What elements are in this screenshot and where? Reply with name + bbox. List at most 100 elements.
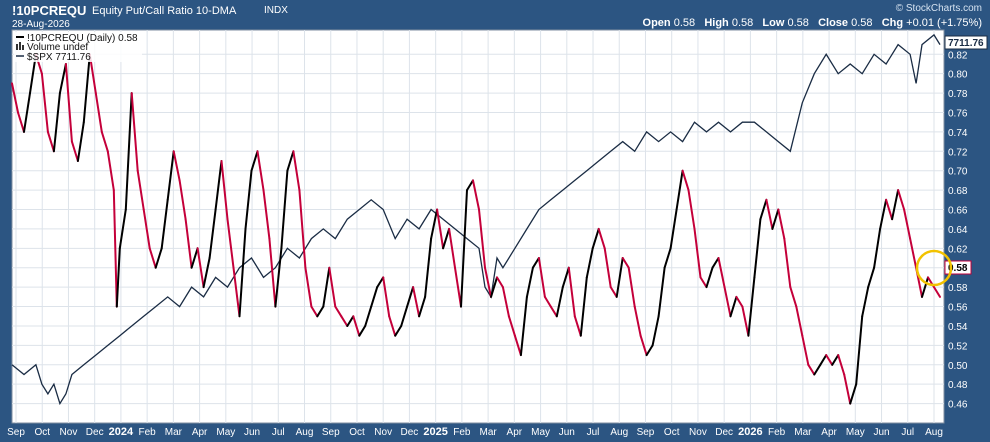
ratio-segment [513, 334, 522, 357]
ratio-segment [543, 295, 552, 308]
ratio-segment [100, 130, 109, 153]
ratio-segment [346, 315, 355, 327]
ratio-segment [627, 266, 636, 308]
y-tick-label: 0.66 [948, 206, 968, 217]
ratio-segment [472, 179, 480, 211]
ratio-segment [220, 160, 229, 221]
ratio-segment [166, 150, 175, 201]
ohlc-low-label: Low [762, 17, 785, 29]
ratio-segment [64, 63, 73, 143]
ratio-segment [244, 169, 253, 230]
ratio-segment [633, 305, 642, 337]
ratio-segment [274, 247, 283, 308]
x-tick-label: May [846, 427, 865, 438]
y-tick-label: 0.78 [948, 89, 968, 100]
ratio-segment [771, 208, 780, 230]
ratio-segment [675, 169, 684, 211]
ratio-segment [286, 150, 295, 172]
ratio-segment [496, 276, 504, 289]
ratio-segment [460, 189, 468, 308]
ratio-segment [525, 266, 534, 298]
ratio-segment [801, 334, 810, 366]
ratio-segment [705, 266, 714, 289]
y-tick-label: 0.64 [948, 225, 968, 236]
ratio-segment [268, 237, 277, 308]
ratio-segment [711, 257, 720, 269]
x-tick-label: Dec [401, 427, 419, 438]
ratio-segment [214, 160, 223, 211]
last-value-tag-ratio: 0.58 [944, 260, 972, 275]
ratio-segment [699, 276, 708, 289]
ratio-segment [406, 286, 415, 308]
ratio-segment [573, 315, 582, 337]
ratio-segment [70, 140, 79, 162]
ratio-segment [831, 354, 840, 366]
ratio-segment [358, 325, 367, 337]
y-tick-label: 0.52 [948, 341, 968, 352]
ratio-segment [418, 295, 427, 318]
ratio-segment [855, 315, 864, 386]
chart-exchange: INDX [264, 5, 288, 16]
ratio-segment [58, 63, 67, 95]
ratio-segment [861, 286, 870, 318]
ratio-segment [430, 208, 439, 240]
ratio-segment [424, 237, 433, 298]
x-tick-label: 2026 [738, 426, 762, 438]
y-tick-label: 0.76 [948, 108, 968, 119]
ratio-segment [825, 354, 834, 366]
ratio-segment [172, 150, 181, 182]
ratio-segment [681, 169, 690, 192]
y-tick-label: 0.82 [948, 50, 968, 61]
ohlc-open-value: 0.58 [673, 17, 696, 29]
volume-bars-icon [16, 42, 24, 50]
x-tick-label: Sep [322, 427, 340, 438]
ratio-segment [615, 257, 624, 298]
ratio-segment [298, 189, 307, 269]
ratio-segment [208, 208, 217, 259]
ratio-segment [639, 334, 648, 357]
ratio-segment [873, 227, 882, 269]
ratio-segment [448, 227, 456, 269]
ratio-segment [729, 295, 738, 318]
ratio-segment [322, 266, 331, 308]
ratio-segment [250, 150, 259, 172]
ratio-segment [124, 92, 133, 211]
ratio-segment [154, 247, 163, 269]
ratio-segment [579, 276, 588, 337]
ratio-segment [843, 373, 852, 405]
ratio-segment [909, 237, 918, 269]
ratio-segment [885, 198, 894, 221]
y-axis-labels: 0.460.480.500.520.540.560.580.600.620.64… [948, 50, 968, 410]
ratio-segment [388, 315, 397, 337]
last-value-tag-spx: 7711.76 [944, 35, 988, 50]
ratio-segment [82, 53, 91, 124]
ohlc-low-value: 0.58 [787, 17, 809, 29]
ratio-segment [777, 208, 786, 240]
legend-box [14, 32, 142, 62]
ratio-segment [807, 363, 816, 376]
ratio-segment [819, 354, 828, 366]
ratio-segment [921, 276, 929, 298]
ratio-segment [555, 286, 564, 318]
x-tick-label: Feb [139, 427, 157, 438]
x-tick-label: Jun [873, 427, 889, 438]
ratio-segment [813, 363, 822, 376]
ohlc-high-label: High [704, 17, 729, 29]
ratio-last-value: 0.58 [948, 263, 968, 274]
ohlc-high-value: 0.58 [731, 17, 754, 29]
ratio-segment [232, 266, 241, 318]
ratio-segment [370, 286, 379, 308]
ratio-segment [567, 266, 576, 318]
x-tick-label: 2025 [423, 426, 447, 438]
x-tick-label: Apr [192, 427, 208, 438]
highlight-circle [915, 249, 953, 287]
ohlc-readout: Open 0.58 High 0.58 Low 0.58 Close 0.58 … [643, 17, 982, 29]
x-tick-label: Aug [925, 427, 943, 438]
ratio-segment [226, 218, 235, 269]
ratio-segment [130, 92, 139, 172]
x-tick-label: Oct [349, 427, 365, 438]
x-tick-label: Aug [610, 427, 628, 438]
x-tick-label: Jul [901, 427, 914, 438]
ratio-segment [112, 189, 118, 308]
